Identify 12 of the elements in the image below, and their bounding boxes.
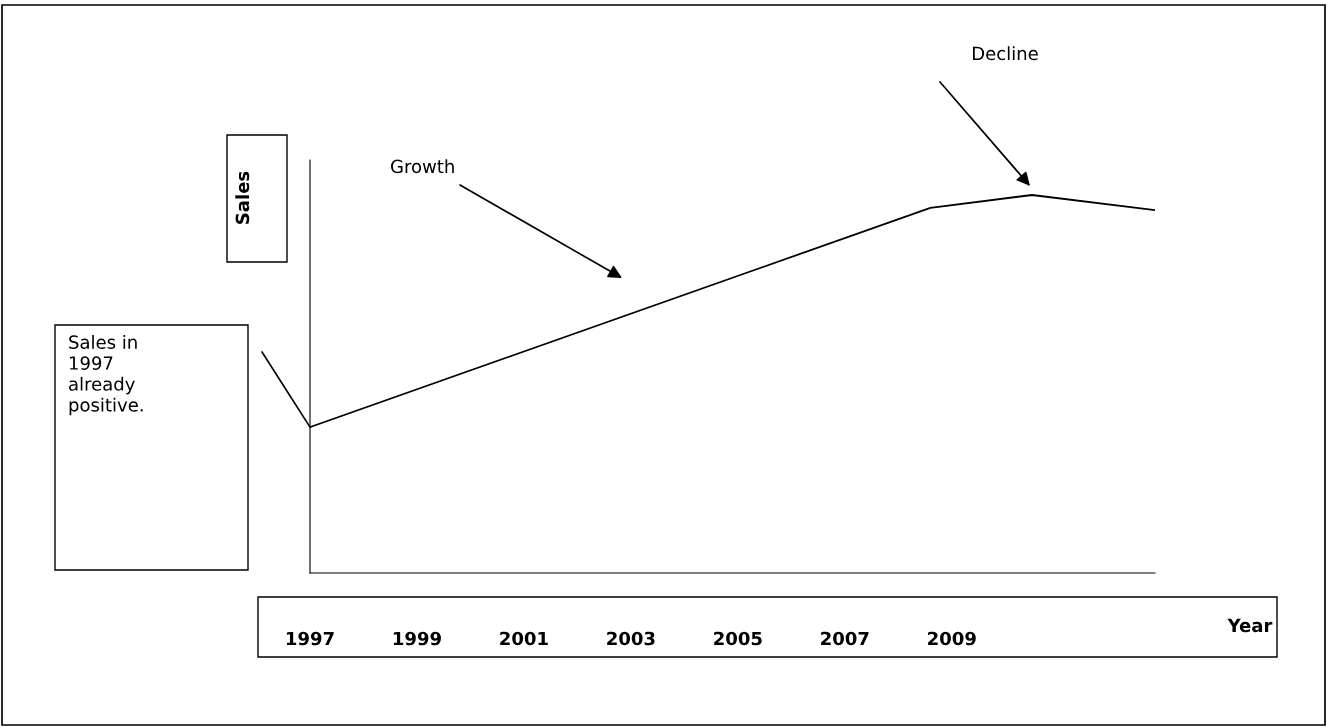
x-tick-label: 2003	[607, 631, 655, 646]
text: Decline	[973, 46, 1038, 61]
text: Sales in 1997 already positive.	[69, 335, 143, 416]
x-tick-label: 2005	[714, 631, 762, 646]
text: Growth	[391, 159, 454, 174]
x-tick-label: 2009	[928, 631, 976, 646]
x-tick-label: 1997	[286, 631, 334, 646]
x-tick-label: 1999	[393, 631, 441, 646]
x-tick-label: 2001	[500, 631, 548, 646]
y-axis-title: Sales	[235, 171, 250, 224]
x-axis-title: Year	[1227, 618, 1273, 633]
x-tick-label: 2007	[821, 631, 869, 646]
